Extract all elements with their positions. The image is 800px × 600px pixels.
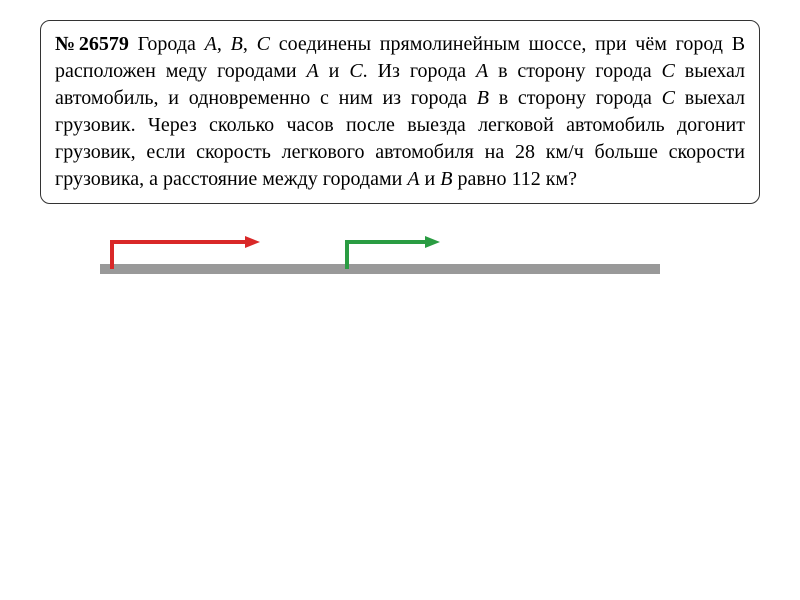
problem-number: №26579 bbox=[55, 33, 129, 55]
red-arrow-icon bbox=[110, 234, 270, 274]
diagram bbox=[100, 234, 660, 294]
problem-box: №26579 Города А, В, С соединены прямолин… bbox=[40, 20, 760, 204]
city-b: В bbox=[231, 33, 243, 55]
city-a: А bbox=[205, 33, 217, 55]
problem-text: №26579 Города А, В, С соединены прямолин… bbox=[55, 31, 745, 193]
city-c: С bbox=[257, 33, 270, 55]
green-arrow-icon bbox=[345, 234, 455, 274]
